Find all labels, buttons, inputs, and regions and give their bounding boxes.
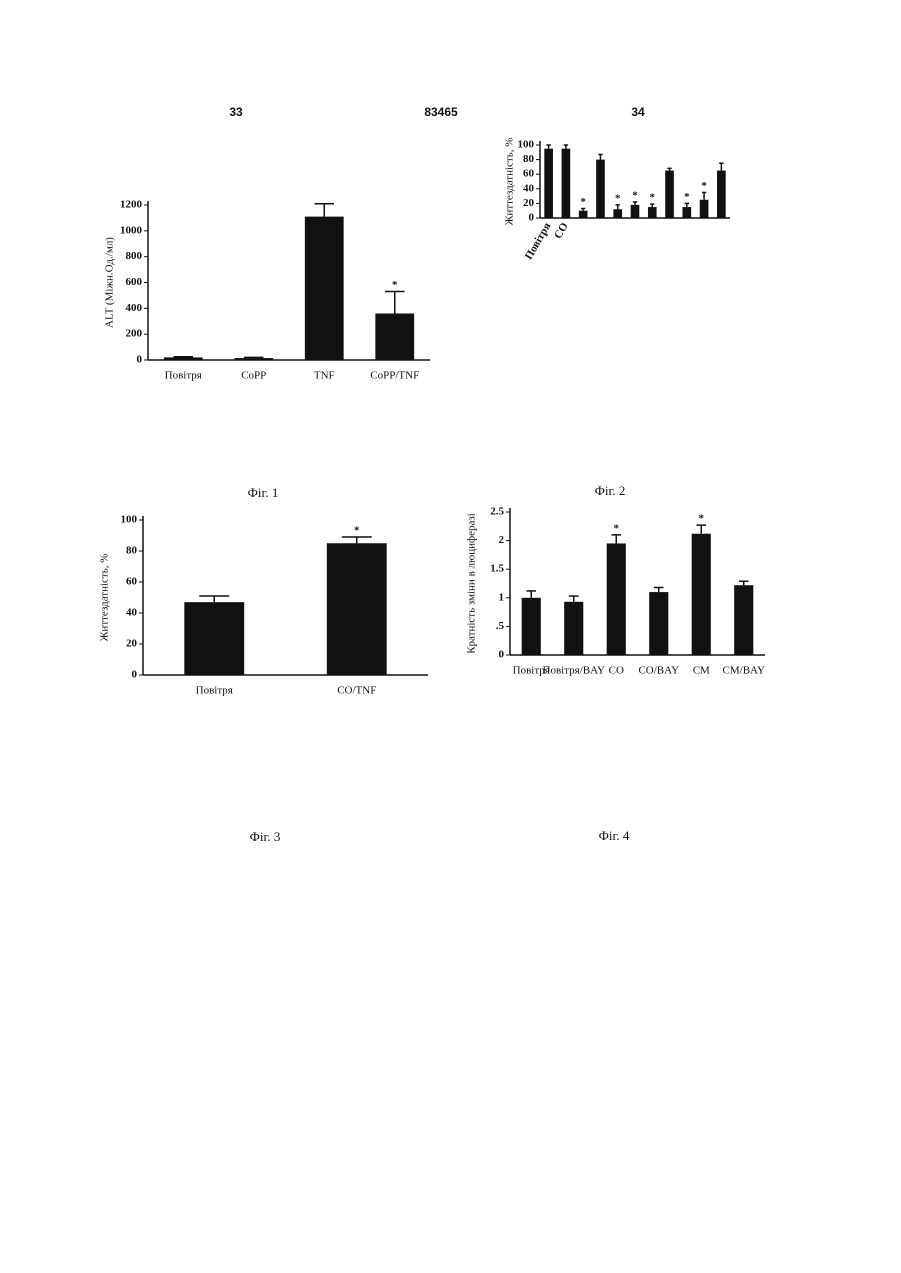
page-number: 34	[631, 105, 645, 119]
y-tick-label: 2	[499, 534, 505, 546]
x-tick-label: CO	[609, 665, 624, 677]
x-tick-label: Повітря	[196, 685, 233, 697]
bar	[683, 207, 692, 218]
y-axis-label: Життездатність, %	[99, 554, 111, 642]
y-tick-label: 1200	[120, 199, 143, 211]
y-tick-label: 0	[499, 649, 505, 661]
y-tick-label: 60	[126, 576, 138, 588]
bar	[184, 602, 244, 675]
significance-mark: *	[699, 513, 705, 525]
y-tick-label: 400	[126, 302, 143, 314]
bar	[522, 598, 541, 655]
significance-mark: *	[684, 191, 690, 203]
figure-caption: Фіг. 3	[250, 829, 281, 844]
significance-mark: *	[580, 196, 586, 208]
y-tick-label: .5	[496, 620, 505, 632]
x-tick-label: Повітря/BAY	[543, 665, 606, 677]
figure-caption: Фіг. 4	[599, 828, 630, 843]
y-tick-label: 200	[126, 328, 143, 340]
bar	[631, 205, 640, 218]
significance-mark: *	[354, 525, 360, 537]
y-tick-label: 0	[137, 354, 143, 366]
significance-mark: *	[701, 180, 707, 192]
y-axis-label: ALT (Міжн.Од./мл)	[104, 237, 116, 328]
figure-caption: Фіг. 2	[595, 483, 626, 498]
bar	[700, 200, 709, 218]
patent-number: 83465	[424, 105, 458, 119]
bar	[234, 358, 273, 360]
x-tick-label: CoPP	[241, 370, 266, 382]
bar	[564, 602, 583, 655]
y-tick-label: 1.5	[490, 563, 504, 575]
x-tick-label: Повітря	[523, 221, 554, 262]
bar	[717, 171, 726, 218]
bar	[579, 211, 588, 218]
x-tick-label: CO	[552, 220, 571, 241]
y-tick-label: 40	[126, 607, 138, 619]
y-tick-label: 100	[121, 514, 138, 526]
bar	[305, 217, 344, 360]
y-tick-label: 80	[126, 545, 138, 557]
x-tick-label: CoPP/TNF	[370, 370, 419, 382]
x-tick-label: CO/BAY	[638, 665, 679, 677]
y-tick-label: 20	[126, 638, 138, 650]
y-axis-label: Кратність зміни в люциферазі	[466, 513, 478, 654]
bar	[607, 543, 626, 655]
bar	[375, 314, 414, 361]
y-axis-label: Життездатність, %	[504, 138, 516, 226]
x-tick-label: TNF	[314, 370, 335, 382]
bar	[734, 585, 753, 655]
y-tick-label: 800	[126, 250, 143, 262]
y-tick-label: 0	[132, 669, 138, 681]
bar	[544, 149, 553, 218]
bar	[692, 534, 711, 655]
bar	[327, 543, 387, 675]
bar	[613, 209, 622, 218]
y-tick-label: 60	[523, 168, 535, 180]
x-tick-label: CM/BAY	[723, 665, 765, 677]
y-tick-label: 80	[523, 153, 535, 165]
y-tick-label: 1	[499, 591, 505, 603]
significance-mark: *	[392, 279, 398, 291]
x-tick-label: Повітря	[165, 370, 202, 382]
y-tick-label: 2.5	[490, 506, 504, 518]
y-tick-label: 20	[523, 197, 535, 209]
x-tick-label: CM	[693, 665, 710, 677]
significance-mark: *	[615, 192, 621, 204]
y-tick-label: 40	[523, 182, 535, 194]
bar	[665, 171, 674, 218]
bar	[648, 207, 657, 218]
significance-mark: *	[614, 522, 620, 534]
y-tick-label: 100	[518, 139, 535, 151]
significance-mark: *	[650, 192, 656, 204]
page-number: 33	[229, 105, 243, 119]
y-tick-label: 1000	[120, 224, 143, 236]
y-tick-label: 0	[529, 212, 535, 224]
bar	[164, 357, 203, 360]
x-tick-label: CO/TNF	[337, 685, 376, 697]
bar	[596, 160, 605, 218]
significance-mark: *	[632, 189, 638, 201]
bar	[562, 149, 571, 218]
bar	[649, 592, 668, 655]
y-tick-label: 600	[126, 276, 143, 288]
patent-page: 33 83465 34 020040060080010001200ALT (Мі…	[0, 0, 901, 1273]
figure-caption: Фіг. 1	[248, 485, 279, 500]
